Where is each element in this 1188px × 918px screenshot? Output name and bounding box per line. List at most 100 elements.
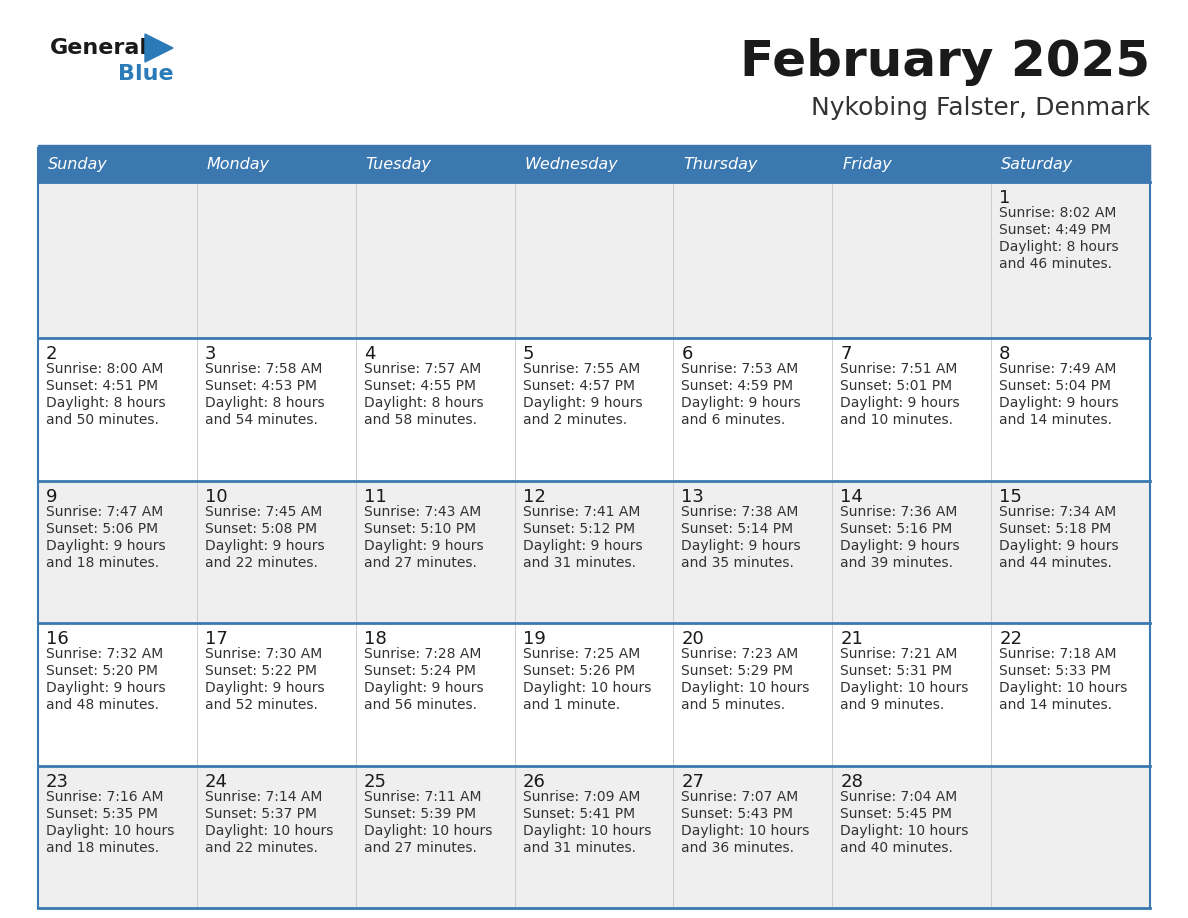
Text: and 5 minutes.: and 5 minutes. [682, 698, 785, 712]
Text: 12: 12 [523, 487, 545, 506]
Text: Blue: Blue [118, 64, 173, 84]
Text: and 1 minute.: and 1 minute. [523, 698, 620, 712]
Bar [38, 480, 1150, 623]
Text: Sunset: 5:24 PM: Sunset: 5:24 PM [364, 664, 475, 678]
Text: Daylight: 9 hours: Daylight: 9 hours [364, 539, 484, 553]
Text: Sunrise: 7:45 AM: Sunrise: 7:45 AM [204, 505, 322, 519]
Text: Sunrise: 7:58 AM: Sunrise: 7:58 AM [204, 362, 322, 376]
Text: and 46 minutes.: and 46 minutes. [999, 257, 1112, 271]
Text: Sunset: 5:01 PM: Sunset: 5:01 PM [840, 379, 953, 393]
Text: 22: 22 [999, 630, 1022, 648]
Text: 23: 23 [46, 773, 69, 790]
Text: Sunset: 4:51 PM: Sunset: 4:51 PM [46, 379, 158, 393]
Text: Daylight: 9 hours: Daylight: 9 hours [523, 396, 643, 410]
Text: Daylight: 9 hours: Daylight: 9 hours [46, 681, 165, 695]
Text: Daylight: 10 hours: Daylight: 10 hours [840, 681, 968, 695]
Text: Sunset: 4:49 PM: Sunset: 4:49 PM [999, 223, 1111, 237]
Text: Sunset: 5:06 PM: Sunset: 5:06 PM [46, 521, 158, 535]
Text: Sunrise: 7:53 AM: Sunrise: 7:53 AM [682, 362, 798, 376]
Text: 15: 15 [999, 487, 1022, 506]
Text: Sunset: 5:18 PM: Sunset: 5:18 PM [999, 521, 1112, 535]
Text: Daylight: 10 hours: Daylight: 10 hours [204, 823, 333, 837]
Text: Daylight: 9 hours: Daylight: 9 hours [840, 539, 960, 553]
Text: Sunrise: 7:32 AM: Sunrise: 7:32 AM [46, 647, 163, 661]
Text: 7: 7 [840, 345, 852, 364]
Text: Sunrise: 8:00 AM: Sunrise: 8:00 AM [46, 362, 164, 376]
Bar [38, 766, 1150, 908]
Text: 27: 27 [682, 773, 704, 790]
Text: Sunset: 5:41 PM: Sunset: 5:41 PM [523, 807, 634, 821]
Text: and 27 minutes.: and 27 minutes. [364, 555, 476, 569]
Text: Saturday: Saturday [1001, 158, 1074, 173]
Text: Daylight: 10 hours: Daylight: 10 hours [523, 681, 651, 695]
Text: 20: 20 [682, 630, 704, 648]
Text: 9: 9 [46, 487, 57, 506]
Text: and 58 minutes.: and 58 minutes. [364, 413, 476, 427]
Text: Sunrise: 7:09 AM: Sunrise: 7:09 AM [523, 789, 640, 803]
Text: and 44 minutes.: and 44 minutes. [999, 555, 1112, 569]
Text: Daylight: 10 hours: Daylight: 10 hours [840, 823, 968, 837]
Text: Sunset: 5:26 PM: Sunset: 5:26 PM [523, 664, 634, 678]
Text: 14: 14 [840, 487, 864, 506]
Text: Sunset: 5:16 PM: Sunset: 5:16 PM [840, 521, 953, 535]
Text: Sunset: 5:45 PM: Sunset: 5:45 PM [840, 807, 953, 821]
Text: and 40 minutes.: and 40 minutes. [840, 841, 953, 855]
Text: and 50 minutes.: and 50 minutes. [46, 413, 159, 427]
Text: Sunrise: 7:55 AM: Sunrise: 7:55 AM [523, 362, 640, 376]
Text: 19: 19 [523, 630, 545, 648]
Text: Daylight: 9 hours: Daylight: 9 hours [999, 396, 1119, 410]
Text: and 39 minutes.: and 39 minutes. [840, 555, 953, 569]
Text: Sunset: 5:35 PM: Sunset: 5:35 PM [46, 807, 158, 821]
Text: 6: 6 [682, 345, 693, 364]
Text: Sunday: Sunday [48, 158, 108, 173]
Text: Sunrise: 7:25 AM: Sunrise: 7:25 AM [523, 647, 640, 661]
Text: Daylight: 10 hours: Daylight: 10 hours [682, 681, 810, 695]
Text: 24: 24 [204, 773, 228, 790]
Text: Sunrise: 7:04 AM: Sunrise: 7:04 AM [840, 789, 958, 803]
Polygon shape [145, 34, 173, 62]
Bar [38, 148, 1150, 182]
Text: and 18 minutes.: and 18 minutes. [46, 841, 159, 855]
Text: 8: 8 [999, 345, 1011, 364]
Text: Sunset: 4:53 PM: Sunset: 4:53 PM [204, 379, 317, 393]
Text: February 2025: February 2025 [740, 38, 1150, 86]
Bar [38, 145, 1150, 148]
Text: Sunset: 4:57 PM: Sunset: 4:57 PM [523, 379, 634, 393]
Text: and 14 minutes.: and 14 minutes. [999, 413, 1112, 427]
Text: Daylight: 10 hours: Daylight: 10 hours [523, 823, 651, 837]
Text: Wednesday: Wednesday [525, 158, 618, 173]
Text: Sunrise: 7:11 AM: Sunrise: 7:11 AM [364, 789, 481, 803]
Text: Sunset: 5:33 PM: Sunset: 5:33 PM [999, 664, 1111, 678]
Text: Daylight: 10 hours: Daylight: 10 hours [364, 823, 492, 837]
Text: and 9 minutes.: and 9 minutes. [840, 698, 944, 712]
Text: Nykobing Falster, Denmark: Nykobing Falster, Denmark [810, 96, 1150, 120]
Text: Sunset: 5:20 PM: Sunset: 5:20 PM [46, 664, 158, 678]
Text: Sunset: 5:08 PM: Sunset: 5:08 PM [204, 521, 317, 535]
Text: and 27 minutes.: and 27 minutes. [364, 841, 476, 855]
Text: and 35 minutes.: and 35 minutes. [682, 555, 795, 569]
Text: Sunset: 5:22 PM: Sunset: 5:22 PM [204, 664, 317, 678]
Text: 11: 11 [364, 487, 386, 506]
Text: Monday: Monday [207, 158, 270, 173]
Text: 4: 4 [364, 345, 375, 364]
Text: Sunrise: 7:41 AM: Sunrise: 7:41 AM [523, 505, 640, 519]
Text: Sunrise: 7:23 AM: Sunrise: 7:23 AM [682, 647, 798, 661]
Text: Sunrise: 7:07 AM: Sunrise: 7:07 AM [682, 789, 798, 803]
Text: Daylight: 8 hours: Daylight: 8 hours [204, 396, 324, 410]
Text: and 56 minutes.: and 56 minutes. [364, 698, 476, 712]
Text: Sunrise: 7:18 AM: Sunrise: 7:18 AM [999, 647, 1117, 661]
Text: Sunset: 5:37 PM: Sunset: 5:37 PM [204, 807, 317, 821]
Text: Daylight: 9 hours: Daylight: 9 hours [204, 539, 324, 553]
Text: Sunset: 5:31 PM: Sunset: 5:31 PM [840, 664, 953, 678]
Text: and 48 minutes.: and 48 minutes. [46, 698, 159, 712]
Text: Sunrise: 7:28 AM: Sunrise: 7:28 AM [364, 647, 481, 661]
Text: Sunrise: 7:14 AM: Sunrise: 7:14 AM [204, 789, 322, 803]
Text: and 10 minutes.: and 10 minutes. [840, 413, 953, 427]
Text: Daylight: 9 hours: Daylight: 9 hours [46, 539, 165, 553]
Text: 26: 26 [523, 773, 545, 790]
Text: and 22 minutes.: and 22 minutes. [204, 555, 317, 569]
Text: Sunrise: 8:02 AM: Sunrise: 8:02 AM [999, 206, 1117, 220]
Text: Sunrise: 7:38 AM: Sunrise: 7:38 AM [682, 505, 798, 519]
Text: 2: 2 [46, 345, 57, 364]
Text: Sunset: 5:43 PM: Sunset: 5:43 PM [682, 807, 794, 821]
